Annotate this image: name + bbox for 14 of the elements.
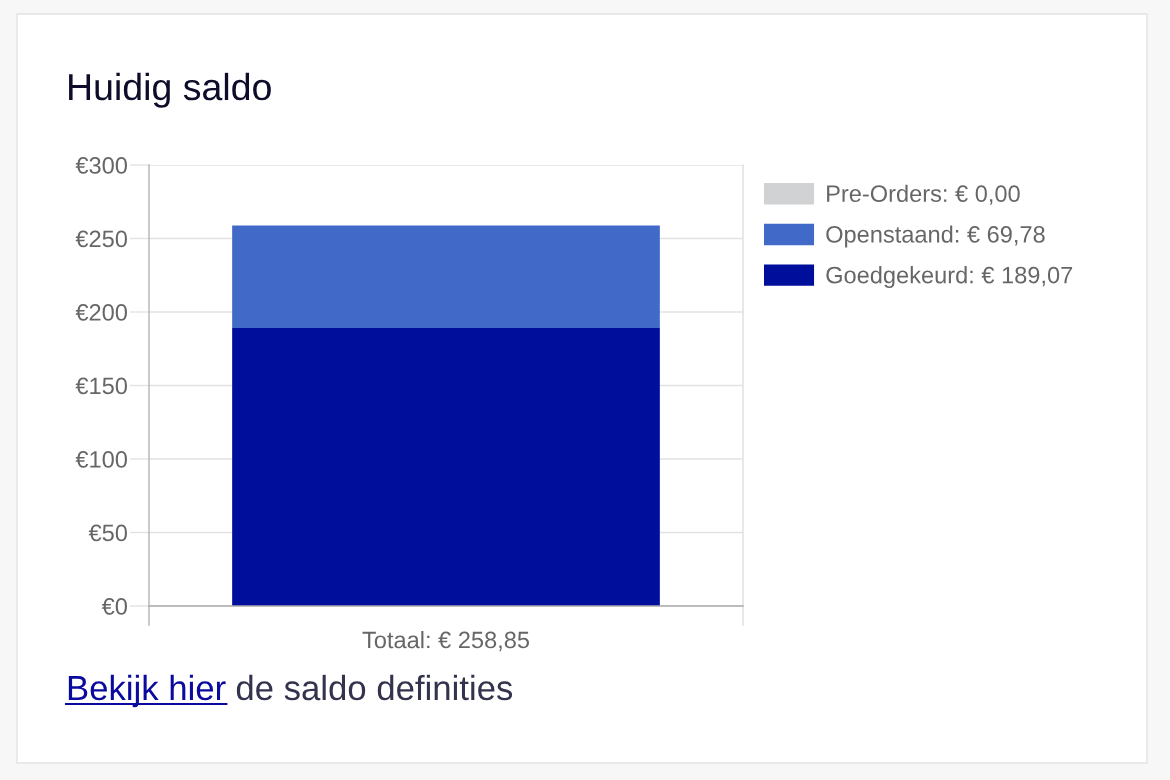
y-tick-label: €300 <box>75 157 127 174</box>
y-tick-label: €0 <box>101 598 127 615</box>
y-tick-label: €250 <box>75 230 127 248</box>
y-tick-label: €100 <box>75 451 127 468</box>
text: Bekijk hier <box>68 674 226 708</box>
y-tick-label: €200 <box>75 304 127 321</box>
y-tick-label: €50 <box>88 524 127 542</box>
legend-label: Pre-Orders: € 0,00 <box>827 184 1020 205</box>
x-tick-label: Totaal: € 258,85 <box>362 631 530 652</box>
legend-label: Openstaand: € 69,78 <box>826 225 1045 248</box>
y-tick-label: €150 <box>75 377 127 395</box>
chart-title: Huidig saldo <box>69 72 271 108</box>
text: de saldo definities <box>236 674 513 701</box>
legend-label: Goedgekeurd: € 189,07 <box>826 266 1073 289</box>
